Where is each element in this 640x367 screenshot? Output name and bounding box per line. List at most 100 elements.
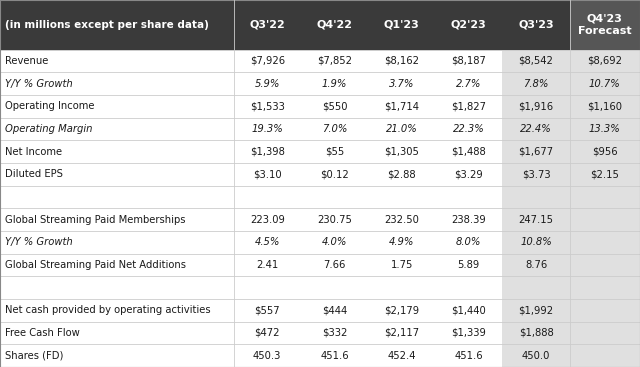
FancyBboxPatch shape (234, 186, 301, 208)
FancyBboxPatch shape (301, 344, 368, 367)
Text: Shares (FD): Shares (FD) (5, 350, 63, 361)
FancyBboxPatch shape (0, 344, 234, 367)
Text: Q2'23: Q2'23 (451, 20, 486, 30)
Text: $1,992: $1,992 (518, 305, 554, 315)
FancyBboxPatch shape (502, 186, 570, 208)
Text: 13.3%: 13.3% (589, 124, 621, 134)
FancyBboxPatch shape (234, 321, 301, 344)
Text: Q4'22: Q4'22 (316, 20, 353, 30)
Text: 8.0%: 8.0% (456, 237, 481, 247)
Text: Net Income: Net Income (5, 146, 62, 157)
Text: 7.8%: 7.8% (524, 79, 548, 88)
FancyBboxPatch shape (0, 117, 234, 140)
FancyBboxPatch shape (368, 140, 435, 163)
Text: Net cash provided by operating activities: Net cash provided by operating activitie… (5, 305, 211, 315)
FancyBboxPatch shape (435, 95, 502, 117)
Text: 4.0%: 4.0% (322, 237, 347, 247)
Text: $332: $332 (322, 328, 347, 338)
FancyBboxPatch shape (502, 72, 570, 95)
FancyBboxPatch shape (435, 231, 502, 254)
FancyBboxPatch shape (0, 299, 234, 321)
FancyBboxPatch shape (301, 72, 368, 95)
FancyBboxPatch shape (435, 117, 502, 140)
FancyBboxPatch shape (234, 95, 301, 117)
FancyBboxPatch shape (368, 231, 435, 254)
FancyBboxPatch shape (0, 231, 234, 254)
Text: $3.73: $3.73 (522, 169, 550, 179)
FancyBboxPatch shape (0, 163, 234, 186)
FancyBboxPatch shape (368, 186, 435, 208)
FancyBboxPatch shape (502, 254, 570, 276)
Text: $8,542: $8,542 (518, 56, 554, 66)
FancyBboxPatch shape (502, 117, 570, 140)
FancyBboxPatch shape (435, 344, 502, 367)
FancyBboxPatch shape (301, 231, 368, 254)
Text: Free Cash Flow: Free Cash Flow (5, 328, 80, 338)
FancyBboxPatch shape (368, 276, 435, 299)
FancyBboxPatch shape (570, 50, 640, 72)
Text: Y/Y % Growth: Y/Y % Growth (5, 79, 73, 88)
FancyBboxPatch shape (435, 50, 502, 72)
Text: $8,187: $8,187 (451, 56, 486, 66)
Text: 10.7%: 10.7% (589, 79, 621, 88)
FancyBboxPatch shape (0, 254, 234, 276)
Text: $1,714: $1,714 (384, 101, 419, 111)
Text: Q1'23: Q1'23 (384, 20, 419, 30)
FancyBboxPatch shape (301, 186, 368, 208)
FancyBboxPatch shape (435, 163, 502, 186)
FancyBboxPatch shape (301, 208, 368, 231)
FancyBboxPatch shape (368, 50, 435, 72)
Text: 232.50: 232.50 (384, 215, 419, 225)
FancyBboxPatch shape (435, 208, 502, 231)
FancyBboxPatch shape (435, 299, 502, 321)
Text: 22.4%: 22.4% (520, 124, 552, 134)
Text: $557: $557 (254, 305, 280, 315)
Text: $55: $55 (324, 146, 344, 157)
FancyBboxPatch shape (301, 50, 368, 72)
FancyBboxPatch shape (234, 276, 301, 299)
FancyBboxPatch shape (301, 321, 368, 344)
FancyBboxPatch shape (570, 299, 640, 321)
FancyBboxPatch shape (368, 117, 435, 140)
Text: Global Streaming Paid Memberships: Global Streaming Paid Memberships (5, 215, 186, 225)
Text: $1,533: $1,533 (250, 101, 285, 111)
FancyBboxPatch shape (502, 299, 570, 321)
Text: 230.75: 230.75 (317, 215, 352, 225)
FancyBboxPatch shape (368, 344, 435, 367)
Text: 7.66: 7.66 (323, 260, 346, 270)
FancyBboxPatch shape (570, 95, 640, 117)
Text: 451.6: 451.6 (454, 350, 483, 361)
FancyBboxPatch shape (502, 95, 570, 117)
FancyBboxPatch shape (0, 140, 234, 163)
FancyBboxPatch shape (0, 208, 234, 231)
FancyBboxPatch shape (435, 72, 502, 95)
FancyBboxPatch shape (435, 0, 502, 50)
FancyBboxPatch shape (570, 208, 640, 231)
Text: 5.89: 5.89 (458, 260, 480, 270)
FancyBboxPatch shape (301, 163, 368, 186)
Text: $1,677: $1,677 (518, 146, 554, 157)
FancyBboxPatch shape (0, 321, 234, 344)
FancyBboxPatch shape (234, 140, 301, 163)
FancyBboxPatch shape (570, 72, 640, 95)
FancyBboxPatch shape (502, 0, 570, 50)
Text: $1,398: $1,398 (250, 146, 285, 157)
FancyBboxPatch shape (435, 254, 502, 276)
FancyBboxPatch shape (0, 0, 234, 50)
FancyBboxPatch shape (368, 321, 435, 344)
Text: 450.0: 450.0 (522, 350, 550, 361)
FancyBboxPatch shape (234, 117, 301, 140)
FancyBboxPatch shape (570, 186, 640, 208)
Text: 8.76: 8.76 (525, 260, 547, 270)
FancyBboxPatch shape (0, 95, 234, 117)
Text: 450.3: 450.3 (253, 350, 282, 361)
FancyBboxPatch shape (502, 163, 570, 186)
Text: $1,488: $1,488 (451, 146, 486, 157)
Text: Q3'22: Q3'22 (250, 20, 285, 30)
FancyBboxPatch shape (368, 163, 435, 186)
Text: $7,852: $7,852 (317, 56, 352, 66)
FancyBboxPatch shape (368, 299, 435, 321)
FancyBboxPatch shape (234, 231, 301, 254)
FancyBboxPatch shape (234, 299, 301, 321)
Text: 19.3%: 19.3% (252, 124, 283, 134)
